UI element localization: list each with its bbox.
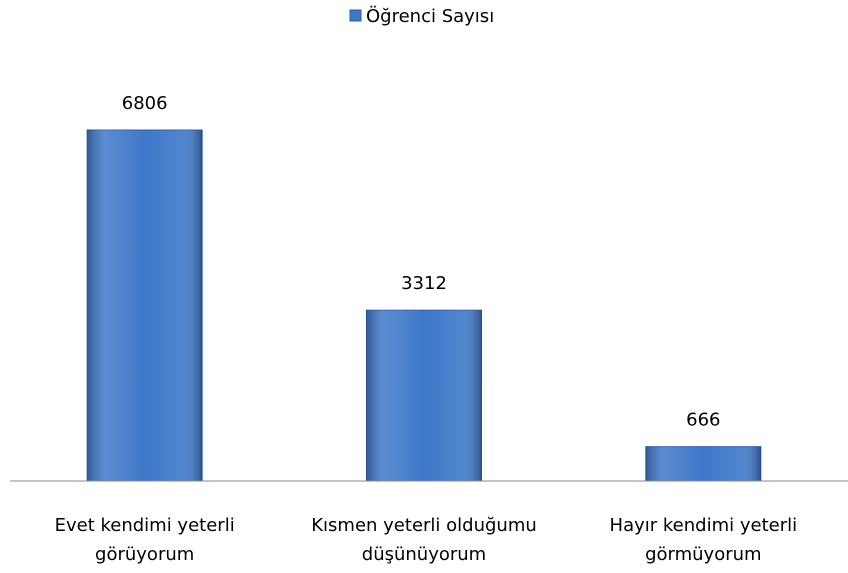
x-tick-label: düşünüyorum	[362, 544, 486, 565]
x-tick-label: Evet kendimi yeterli	[55, 515, 235, 536]
x-tick-label: görüyorum	[95, 544, 194, 565]
x-tick-label: Kısmen yeterli olduğumu	[311, 515, 537, 536]
value-label: 666	[686, 410, 720, 431]
bar-shine	[87, 130, 203, 481]
legend-swatch	[349, 9, 362, 22]
value-label: 3312	[401, 273, 447, 294]
value-label: 6806	[122, 93, 168, 114]
x-tick-label: görmüyorum	[645, 544, 761, 565]
x-tick-label: Hayır kendimi yeterli	[610, 515, 798, 536]
bar-shine	[645, 446, 761, 481]
bar-shine	[366, 310, 482, 481]
legend-label: Öğrenci Sayısı	[366, 5, 494, 27]
